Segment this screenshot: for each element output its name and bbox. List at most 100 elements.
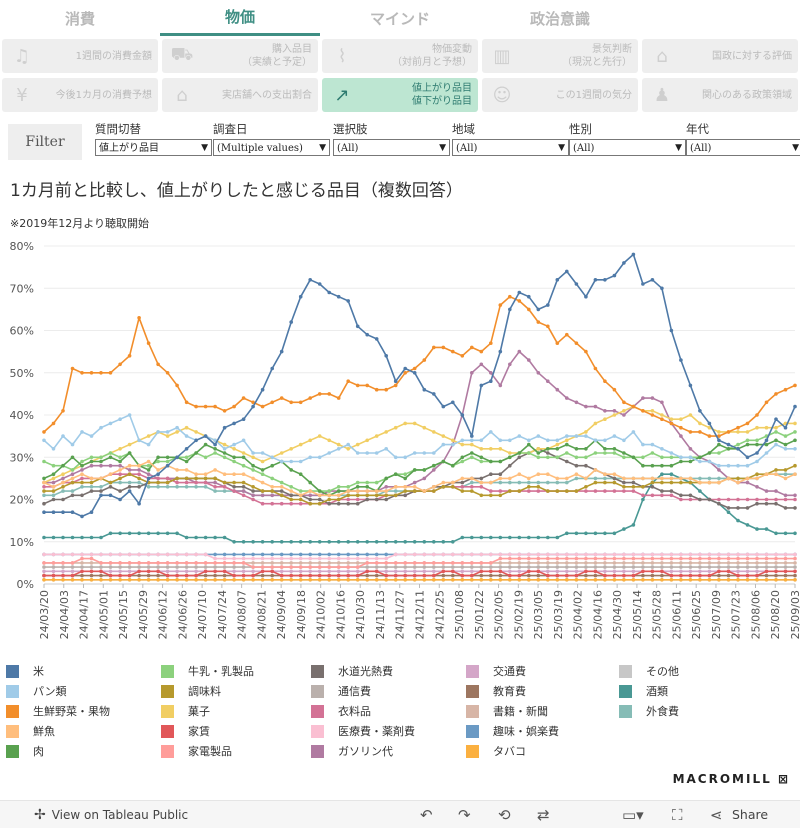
filter-select[interactable]: (All) ▼ [452, 139, 569, 156]
view-on-tableau-label: View on Tableau Public [51, 808, 189, 822]
filter-select[interactable]: 値上がり品目 ▼ [95, 139, 212, 156]
data-point [489, 569, 493, 574]
data-point [660, 493, 664, 498]
subtab-0[interactable]: ♫ 1週間の消費金額 [2, 39, 158, 73]
subtab-8[interactable]: ☺ この1週間の気分 [482, 78, 638, 112]
legend-item[interactable]: 調味料 [161, 682, 221, 700]
tableau-icon: ✢ [34, 807, 46, 823]
legend-item[interactable]: 菓子 [161, 702, 210, 720]
data-point [717, 497, 721, 502]
revert-icon[interactable]: ⟲ [498, 806, 511, 824]
tab-politics[interactable]: 政治意識 [529, 9, 590, 28]
data-point [631, 561, 636, 565]
filter-button[interactable]: Filter [8, 124, 82, 160]
legend-item[interactable]: 肉 [6, 742, 44, 760]
data-point [432, 561, 436, 565]
legend-item[interactable]: 鮮魚 [6, 722, 55, 740]
data-point [736, 573, 740, 578]
subtab-6[interactable]: ⌂ 実店舗への支出割合 [162, 78, 318, 112]
filter-select[interactable]: (All) ▼ [686, 139, 800, 156]
data-point [80, 430, 84, 434]
tab-consumption[interactable]: 消費 [64, 9, 95, 28]
data-point [584, 556, 588, 561]
data-point [374, 561, 379, 565]
data-point [422, 569, 427, 574]
share-icon[interactable]: ⋖ [710, 806, 723, 824]
subtab-3[interactable]: ▥ 景気判断 （現況と先行） [482, 39, 638, 73]
filter-select[interactable]: (All) ▼ [569, 139, 686, 156]
data-point [536, 485, 541, 489]
data-point [650, 442, 655, 447]
legend-swatch [161, 684, 174, 698]
comment-icon[interactable]: ▭▾ [622, 806, 644, 824]
filter-select[interactable]: (All) ▼ [333, 139, 450, 156]
undo-icon[interactable]: ↶ [420, 806, 433, 824]
legend-item[interactable]: 家賃 [161, 722, 210, 740]
fullscreen-icon[interactable]: ⛶ [672, 806, 683, 824]
legend-item[interactable]: 牛乳・乳製品 [161, 662, 254, 680]
legend-item[interactable]: 生鮮野菜・果物 [6, 702, 110, 720]
data-point [403, 552, 408, 557]
legend-item[interactable]: 通信費 [311, 682, 371, 700]
legend-item[interactable]: 酒類 [619, 682, 668, 700]
data-point [774, 489, 778, 493]
data-point [793, 506, 797, 510]
filter-select[interactable]: (Multiple values) ▼ [213, 139, 330, 156]
data-point [289, 556, 294, 561]
data-point [755, 527, 759, 531]
data-point [146, 476, 151, 481]
subtab-7[interactable]: ↗ 値上がり品目 値下がり品目 [322, 78, 478, 112]
data-point [384, 565, 389, 569]
data-point [555, 278, 560, 282]
legend-item[interactable]: その他 [619, 662, 679, 680]
legend-item[interactable]: 衣料品 [311, 702, 371, 720]
data-point [641, 396, 645, 400]
tab-mind[interactable]: マインド [369, 9, 430, 28]
data-point [194, 485, 198, 489]
legend-item[interactable]: 交通費 [466, 662, 526, 680]
legend-swatch [311, 724, 324, 738]
data-point [393, 565, 398, 569]
data-point [89, 371, 94, 375]
filter-label: 選択肢 [333, 122, 368, 136]
data-point [660, 552, 664, 557]
legend-item[interactable]: タバコ [466, 742, 526, 760]
legend-swatch [466, 684, 479, 698]
data-point [184, 476, 189, 481]
data-point [42, 535, 46, 540]
legend-item[interactable]: 家電製品 [161, 742, 232, 760]
legend-item[interactable]: 水道光熱費 [311, 662, 393, 680]
legend-item[interactable]: 書籍・新聞 [466, 702, 548, 720]
share-button[interactable]: Share [732, 807, 769, 822]
data-point [498, 493, 503, 498]
legend-item[interactable]: パン類 [6, 682, 67, 700]
legend-item[interactable]: 米 [6, 662, 44, 680]
legend-item[interactable]: ガソリン代 [311, 742, 393, 760]
data-point [603, 531, 607, 536]
subtab-1[interactable]: ⛟ 購入品目 （実績と予定） [162, 39, 318, 73]
legend-item[interactable]: 外食費 [619, 702, 679, 720]
data-point [336, 578, 341, 582]
legend-item[interactable]: 趣味・娯楽費 [466, 722, 559, 740]
data-point [707, 552, 712, 557]
redo-icon[interactable]: ↷ [458, 806, 471, 824]
subtab-2[interactable]: ⌇ 物価変動 （対前月と予想） [322, 39, 478, 73]
data-point [317, 282, 322, 286]
tab-prices[interactable]: 物価 [160, 0, 320, 36]
view-on-tableau-link[interactable]: ✢ View on Tableau Public [34, 807, 188, 823]
data-point [327, 561, 332, 565]
series-line [43, 405, 795, 484]
refresh-icon[interactable]: ⇄ [537, 806, 550, 824]
data-point [755, 569, 759, 574]
data-point [650, 578, 655, 582]
data-point [61, 510, 65, 514]
legend-item[interactable]: 医療費・薬剤費 [311, 722, 415, 740]
subtab-5[interactable]: ¥ 今後1カ月の消費予想 [2, 78, 158, 112]
subtab-4[interactable]: ⌂ 国政に対する評価 [642, 39, 798, 73]
data-point [51, 485, 56, 489]
legend-label: 牛乳・乳製品 [188, 665, 254, 678]
legend-item[interactable]: 教育費 [466, 682, 526, 700]
data-point [460, 569, 465, 574]
data-point [698, 497, 702, 502]
subtab-9[interactable]: ♟ 関心のある政策領域 [642, 78, 798, 112]
